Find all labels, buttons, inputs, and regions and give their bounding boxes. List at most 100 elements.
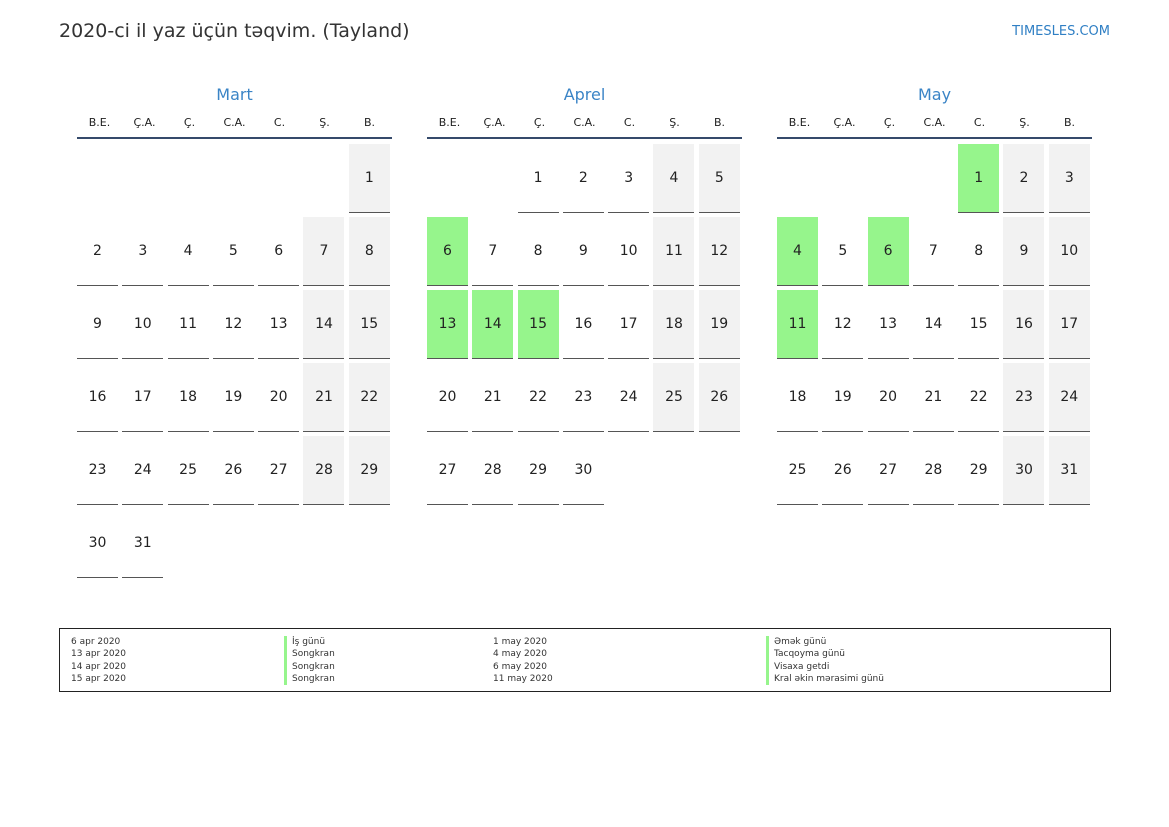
day-cell: 17 bbox=[122, 363, 164, 432]
day-cell: 27 bbox=[258, 436, 300, 505]
day-cell: 30 bbox=[77, 509, 118, 578]
weekday-label: B. bbox=[713, 116, 726, 129]
day-grid: 1 2 3 4 5 6 7 8 9 10 11 12 13 14 15 16 17 18 19 20 21 22 23 24 2… bbox=[427, 144, 742, 505]
empty-day-cell bbox=[168, 144, 209, 213]
legend-holiday-name: Tacqoyma günü bbox=[766, 648, 884, 661]
day-cell: 3 bbox=[122, 217, 164, 286]
day-cell: 14 bbox=[303, 290, 345, 359]
legend-holiday-name: Kral əkin mərasimi günü bbox=[766, 672, 884, 686]
day-cell: 5 bbox=[698, 144, 740, 213]
weekday-label: Ç. bbox=[883, 116, 896, 129]
holiday-legend: 6 apr 2020 13 apr 2020 14 apr 2020 15 ap… bbox=[59, 628, 1111, 692]
holiday-day-cell: 6 bbox=[427, 217, 468, 286]
day-cell: 20 bbox=[258, 363, 300, 432]
day-cell: 9 bbox=[562, 217, 604, 286]
day-cell: 20 bbox=[867, 363, 909, 432]
legend-date: 15 apr 2020 bbox=[71, 673, 127, 684]
day-cell: 4 bbox=[167, 217, 209, 286]
empty-day-cell bbox=[868, 144, 909, 213]
day-cell: 10 bbox=[122, 290, 164, 359]
day-cell: 25 bbox=[167, 436, 209, 505]
day-cell: 20 bbox=[427, 363, 468, 432]
day-cell: 18 bbox=[653, 290, 695, 359]
day-cell: 9 bbox=[77, 290, 118, 359]
day-cell: 22 bbox=[958, 363, 1000, 432]
day-cell: 24 bbox=[1048, 363, 1090, 432]
header-divider bbox=[427, 137, 742, 139]
day-cell: 12 bbox=[822, 290, 864, 359]
empty-day-cell bbox=[122, 144, 163, 213]
legend-holiday-name: Əmək günü bbox=[766, 636, 884, 649]
day-cell: 19 bbox=[212, 363, 254, 432]
day-cell: 1 bbox=[517, 144, 559, 213]
day-cell: 14 bbox=[912, 290, 954, 359]
holiday-day-cell: 14 bbox=[472, 290, 514, 359]
header-divider bbox=[77, 137, 392, 139]
day-cell: 24 bbox=[608, 363, 650, 432]
day-cell: 21 bbox=[472, 363, 514, 432]
day-cell: 30 bbox=[1003, 436, 1045, 505]
empty-day-cell bbox=[913, 144, 954, 213]
day-cell: 2 bbox=[1003, 144, 1045, 213]
holiday-day-cell: 13 bbox=[427, 290, 468, 359]
day-cell: 24 bbox=[122, 436, 164, 505]
empty-day-cell bbox=[213, 144, 254, 213]
day-cell: 15 bbox=[958, 290, 1000, 359]
weekday-label: Ş. bbox=[319, 116, 330, 129]
day-cell: 26 bbox=[698, 363, 740, 432]
day-cell: 16 bbox=[562, 290, 604, 359]
day-cell: 15 bbox=[348, 290, 390, 359]
legend-holiday-name: Songkran bbox=[284, 648, 335, 661]
day-cell: 6 bbox=[258, 217, 300, 286]
day-cell: 3 bbox=[1048, 144, 1090, 213]
holiday-day-cell: 15 bbox=[517, 290, 559, 359]
day-cell: 1 bbox=[348, 144, 390, 213]
legend-names-right: Əmək günü Tacqoyma günü Visaxa getdi Kra… bbox=[766, 636, 884, 686]
day-cell: 3 bbox=[608, 144, 650, 213]
day-cell: 21 bbox=[912, 363, 954, 432]
day-cell: 23 bbox=[77, 436, 118, 505]
weekday-label: Ç.A. bbox=[833, 116, 856, 129]
legend-date: 11 may 2020 bbox=[493, 673, 553, 684]
empty-day-cell bbox=[822, 144, 863, 213]
empty-day-cell bbox=[777, 144, 818, 213]
day-cell: 11 bbox=[653, 217, 695, 286]
month-title: Mart bbox=[216, 85, 253, 104]
empty-day-cell bbox=[258, 144, 299, 213]
day-cell: 9 bbox=[1003, 217, 1045, 286]
day-cell: 26 bbox=[212, 436, 254, 505]
day-cell: 27 bbox=[867, 436, 909, 505]
day-cell: 17 bbox=[1048, 290, 1090, 359]
legend-holiday-name: Visaxa getdi bbox=[766, 660, 884, 673]
empty-day-cell bbox=[77, 144, 118, 213]
weekday-label: Ş. bbox=[1019, 116, 1030, 129]
holiday-day-cell: 4 bbox=[777, 217, 818, 286]
month-title: Aprel bbox=[563, 85, 606, 104]
day-cell: 11 bbox=[167, 290, 209, 359]
weekday-label: C.A. bbox=[223, 116, 246, 129]
site-link[interactable]: TIMESLES.COM bbox=[1012, 24, 1110, 39]
day-cell: 5 bbox=[212, 217, 254, 286]
day-cell: 29 bbox=[517, 436, 559, 505]
day-cell: 28 bbox=[472, 436, 514, 505]
day-cell: 25 bbox=[777, 436, 818, 505]
weekday-label: Ç.A. bbox=[133, 116, 156, 129]
day-cell: 16 bbox=[1003, 290, 1045, 359]
legend-dates-left: 6 apr 2020 13 apr 2020 14 apr 2020 15 ap… bbox=[71, 636, 126, 685]
day-cell: 27 bbox=[427, 436, 468, 505]
day-cell: 29 bbox=[348, 436, 390, 505]
weekday-header: B.E. Ç.A. Ç. C.A. C. Ş. B. bbox=[777, 116, 1092, 130]
header-divider bbox=[777, 137, 1092, 139]
day-cell: 5 bbox=[822, 217, 864, 286]
weekday-label: B. bbox=[1063, 116, 1076, 129]
day-cell: 2 bbox=[562, 144, 604, 213]
weekday-label: C.A. bbox=[573, 116, 596, 129]
day-cell: 2 bbox=[77, 217, 118, 286]
day-cell: 23 bbox=[1003, 363, 1045, 432]
day-cell: 21 bbox=[303, 363, 345, 432]
day-cell: 10 bbox=[1048, 217, 1090, 286]
day-cell: 25 bbox=[653, 363, 695, 432]
